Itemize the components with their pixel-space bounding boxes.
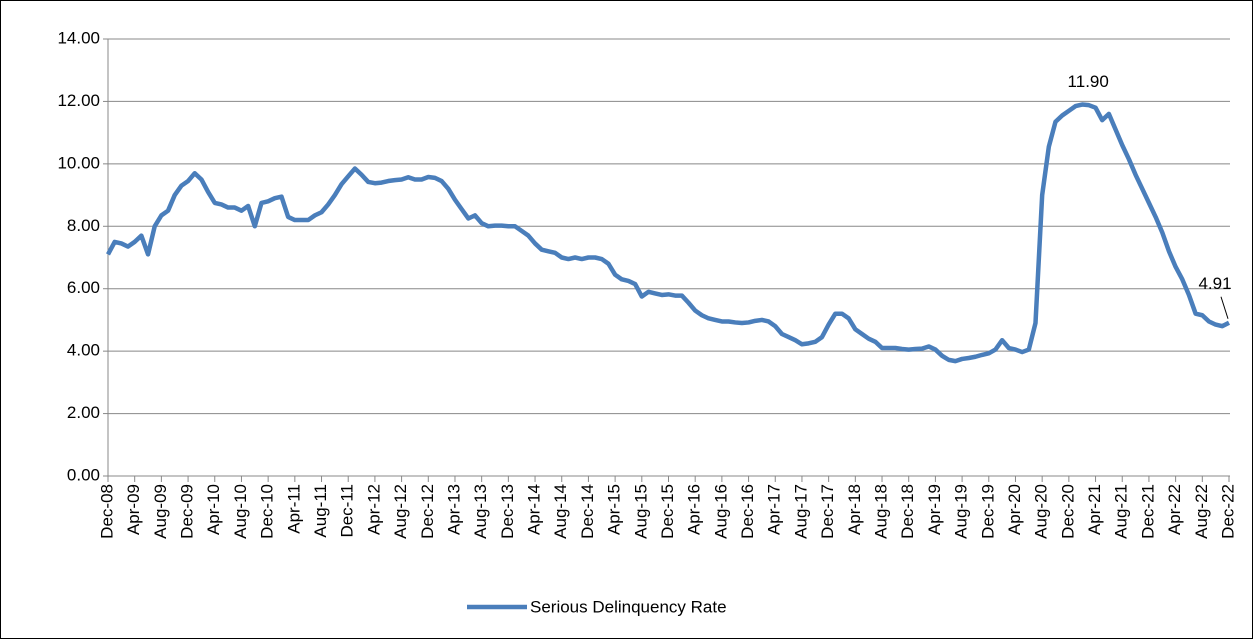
- x-tick-label: Dec-21: [1138, 484, 1157, 539]
- x-tick-label: Dec-10: [258, 484, 277, 539]
- x-tick-label: Dec-09: [178, 484, 197, 539]
- x-tick-label: Apr-10: [204, 484, 223, 535]
- data-label: 4.91: [1198, 274, 1231, 293]
- x-tick-label: Aug-18: [872, 484, 891, 539]
- x-tick-label: Aug-14: [551, 484, 570, 539]
- x-tick-label: Dec-12: [418, 484, 437, 539]
- x-tick-label: Aug-22: [1192, 484, 1211, 539]
- x-tick-label: Aug-12: [391, 484, 410, 539]
- x-tick-label: Aug-11: [311, 484, 330, 538]
- x-tick-label: Aug-15: [631, 484, 650, 539]
- x-tick-label: Dec-22: [1218, 484, 1237, 539]
- x-tick-label: Dec-16: [738, 484, 757, 539]
- x-tick-label: Apr-18: [845, 484, 864, 535]
- y-tick-label: 8.00: [67, 216, 100, 235]
- x-tick-label: Dec-20: [1058, 484, 1077, 539]
- y-tick-label: 4.00: [67, 341, 100, 360]
- y-tick-label: 10.00: [57, 153, 100, 172]
- x-tick-label: Apr-09: [124, 484, 143, 535]
- x-tick-label: Dec-17: [818, 484, 837, 539]
- legend-label: Serious Delinquency Rate: [530, 597, 727, 616]
- x-tick-label: Apr-14: [525, 484, 544, 535]
- y-tick-label: 2.00: [67, 403, 100, 422]
- x-tick-label: Apr-21: [1085, 484, 1104, 535]
- x-tick-label: Aug-16: [711, 484, 730, 539]
- y-tick-label: 6.00: [67, 278, 100, 297]
- x-tick-label: Apr-16: [685, 484, 704, 535]
- x-tick-label: Apr-11: [284, 484, 303, 534]
- x-tick-label: Apr-13: [444, 484, 463, 535]
- x-tick-label: Dec-18: [898, 484, 917, 539]
- x-tick-label: Dec-08: [97, 484, 116, 539]
- x-tick-label: Dec-15: [658, 484, 677, 539]
- x-tick-label: Apr-20: [1005, 484, 1024, 535]
- x-tick-label: Aug-19: [952, 484, 971, 539]
- x-tick-label: Apr-19: [925, 484, 944, 535]
- y-tick-label: 0.00: [67, 465, 100, 484]
- x-tick-label: Aug-10: [231, 484, 250, 539]
- x-tick-label: Dec-11: [338, 484, 357, 538]
- x-tick-label: Dec-19: [978, 484, 997, 539]
- y-tick-label: 12.00: [57, 91, 100, 110]
- x-tick-label: Dec-13: [498, 484, 517, 539]
- x-tick-label: Apr-22: [1165, 484, 1184, 535]
- x-tick-label: Apr-12: [364, 484, 383, 535]
- series-line: [106, 102, 1231, 364]
- data-label: 11.90: [1068, 72, 1109, 91]
- x-tick-label: Aug-13: [471, 484, 490, 539]
- x-tick-label: Aug-09: [151, 484, 170, 539]
- x-tick-label: Apr-17: [765, 484, 784, 535]
- y-tick-label: 14.00: [57, 28, 100, 47]
- x-tick-label: Aug-17: [791, 484, 810, 539]
- leader-line: [1220, 296, 1229, 319]
- x-tick-label: Aug-21: [1112, 484, 1131, 539]
- x-tick-label: Apr-15: [605, 484, 624, 535]
- x-tick-label: Aug-20: [1032, 484, 1051, 539]
- x-tick-label: Dec-14: [578, 484, 597, 539]
